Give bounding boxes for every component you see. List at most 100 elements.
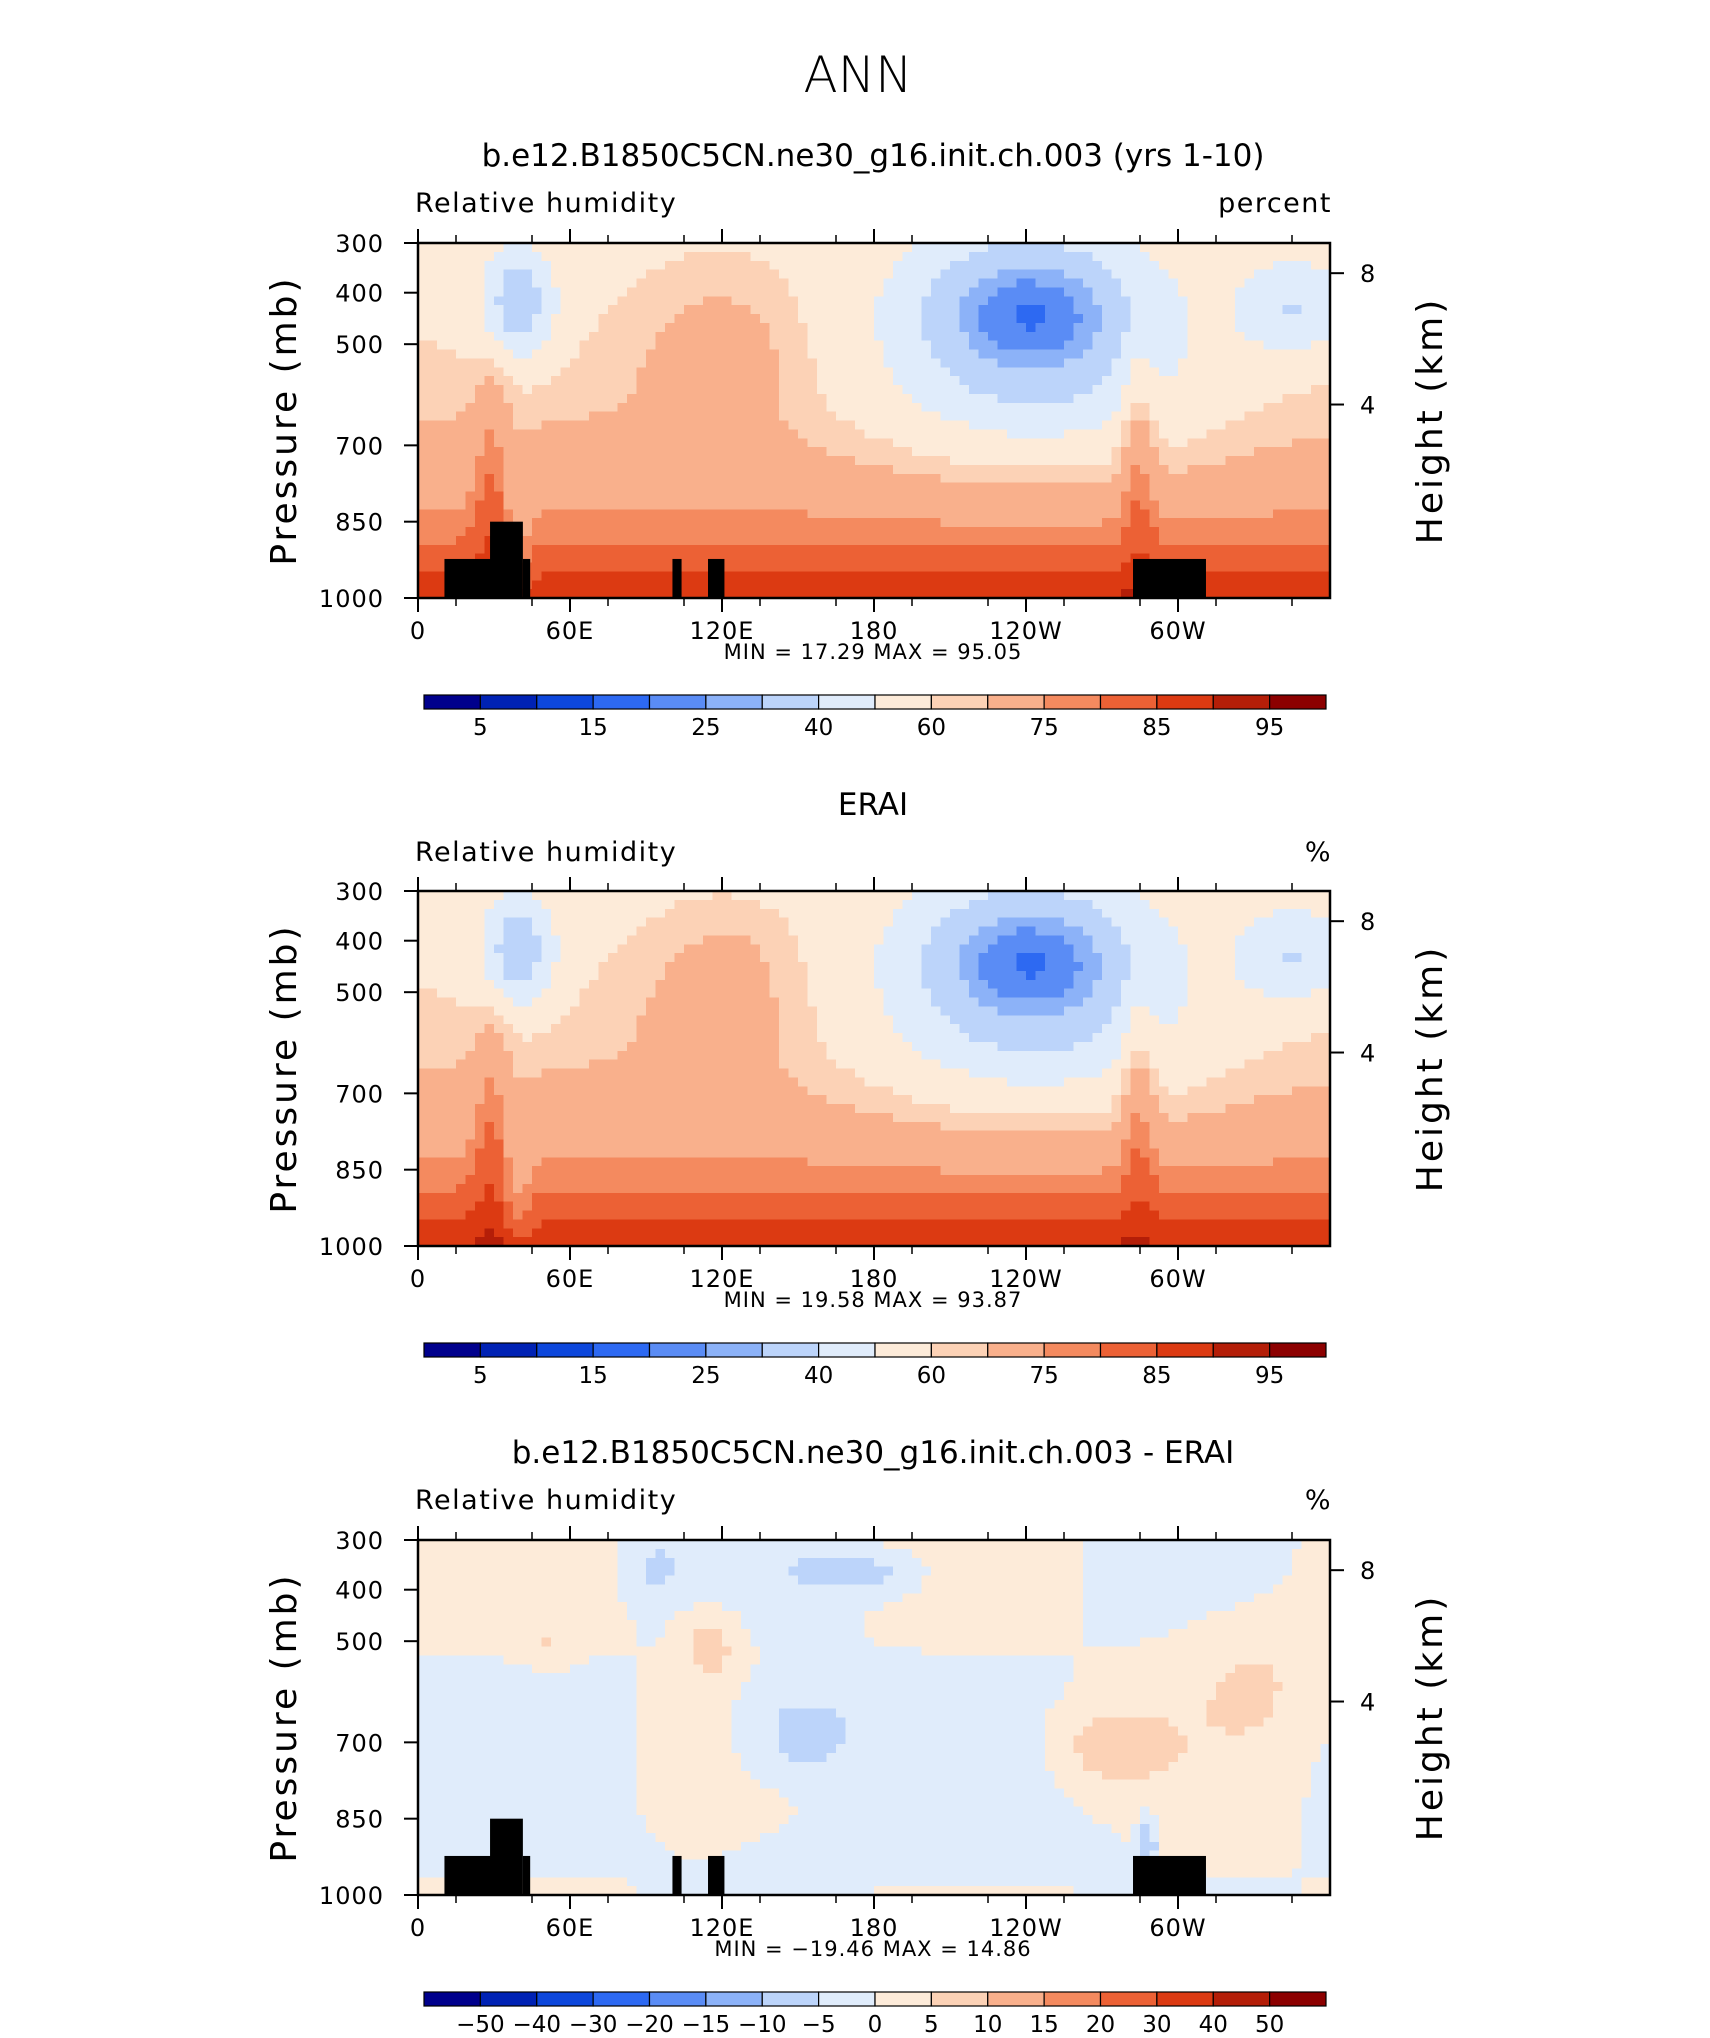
heatmap-cell bbox=[959, 402, 970, 413]
heatmap-cell bbox=[1292, 473, 1303, 484]
heatmap-cell bbox=[864, 420, 875, 430]
heatmap-cell bbox=[598, 944, 609, 954]
heatmap-cell bbox=[646, 899, 657, 910]
heatmap-cell bbox=[418, 260, 429, 271]
heatmap-cell bbox=[608, 944, 619, 954]
heatmap-cell bbox=[465, 349, 476, 359]
heatmap-cell bbox=[532, 518, 543, 528]
heatmap-cell bbox=[845, 340, 856, 351]
heatmap-cell bbox=[1035, 509, 1046, 519]
heatmap-cell bbox=[1263, 340, 1274, 351]
heatmap-cell bbox=[503, 997, 514, 1007]
heatmap-cell bbox=[1064, 420, 1075, 430]
heatmap-cell bbox=[446, 420, 457, 430]
heatmap-cell bbox=[627, 1192, 638, 1203]
heatmap-cell bbox=[513, 979, 524, 990]
heatmap-cell bbox=[693, 544, 704, 555]
heatmap-cell bbox=[418, 1148, 429, 1158]
heatmap-cell bbox=[655, 935, 666, 945]
heatmap-cell bbox=[617, 1095, 628, 1105]
heatmap-cell bbox=[617, 385, 628, 395]
heatmap-cell bbox=[598, 571, 609, 581]
heatmap-cell bbox=[1235, 385, 1246, 395]
heatmap-cell bbox=[456, 1210, 467, 1220]
heatmap-cell bbox=[902, 456, 913, 466]
colorbar: 5 15 25 40 60 75 85 95 bbox=[423, 694, 1327, 741]
heatmap-cell bbox=[741, 305, 752, 315]
heatmap-cell bbox=[1149, 243, 1160, 253]
heatmap-cell bbox=[636, 1148, 647, 1158]
heatmap-cell bbox=[522, 243, 533, 253]
heatmap-cell bbox=[608, 1219, 619, 1229]
heatmap-cell bbox=[1149, 260, 1160, 271]
heatmap-cell bbox=[1292, 331, 1303, 342]
heatmap-cell bbox=[608, 571, 619, 581]
heatmap-cell bbox=[940, 447, 951, 457]
heatmap-cell bbox=[950, 562, 961, 572]
heatmap-cell bbox=[883, 367, 894, 377]
heatmap-cell bbox=[741, 376, 752, 386]
heatmap-cell bbox=[788, 553, 799, 564]
heatmap-cell bbox=[475, 917, 486, 928]
heatmap-cell bbox=[1187, 464, 1198, 475]
heatmap-cell bbox=[627, 260, 638, 271]
heatmap-cell bbox=[731, 287, 742, 297]
heatmap-cell bbox=[522, 500, 533, 510]
heatmap-cell bbox=[712, 527, 723, 537]
heatmap-cell bbox=[1111, 402, 1122, 413]
heatmap-cell bbox=[1016, 278, 1027, 288]
heatmap-cell bbox=[1026, 464, 1037, 475]
heatmap-cell bbox=[598, 589, 609, 599]
heatmap-cell bbox=[665, 527, 676, 537]
heatmap-cell bbox=[608, 1183, 619, 1194]
heatmap-cell bbox=[655, 393, 666, 404]
heatmap-cell bbox=[570, 491, 581, 501]
heatmap-cell bbox=[418, 1041, 429, 1052]
heatmap-cell bbox=[446, 1104, 457, 1114]
heatmap-cell bbox=[541, 917, 552, 928]
heatmap-cell bbox=[693, 296, 704, 306]
heatmap-cell bbox=[883, 358, 894, 368]
heatmap-cell bbox=[1235, 376, 1246, 386]
heatmap-cell bbox=[1311, 269, 1322, 280]
heatmap-cell bbox=[1159, 553, 1170, 564]
heatmap-cell bbox=[560, 535, 571, 546]
heatmap-cell bbox=[893, 296, 904, 306]
heatmap-cell bbox=[1149, 287, 1160, 297]
heatmap-cell bbox=[1273, 411, 1284, 422]
heatmap-cell bbox=[836, 367, 847, 377]
heatmap-cell bbox=[1016, 402, 1027, 413]
heatmap-cell bbox=[703, 518, 714, 528]
heatmap-cell bbox=[437, 1201, 448, 1212]
heatmap-cell bbox=[1273, 464, 1284, 475]
heatmap-cell bbox=[1282, 571, 1293, 581]
heatmap-cell bbox=[741, 464, 752, 475]
heatmap-cell bbox=[475, 420, 486, 430]
heatmap-cell bbox=[674, 527, 685, 537]
heatmap-cell bbox=[1064, 544, 1075, 555]
heatmap-cell bbox=[883, 305, 894, 315]
heatmap-cell bbox=[741, 243, 752, 253]
heatmap-cell bbox=[636, 314, 647, 324]
heatmap-cell bbox=[1035, 340, 1046, 351]
heatmap-cell bbox=[779, 411, 790, 422]
heatmap-cell bbox=[456, 1148, 467, 1158]
heatmap-cell bbox=[541, 1041, 552, 1052]
heatmap-cell bbox=[503, 500, 514, 510]
heatmap-cell bbox=[646, 580, 657, 590]
heatmap-cell bbox=[798, 491, 809, 501]
heatmap-cell bbox=[1206, 544, 1217, 555]
heatmap-cell bbox=[579, 535, 590, 546]
heatmap-cell bbox=[570, 314, 581, 324]
heatmap-cell bbox=[874, 500, 885, 510]
heatmap-cell bbox=[627, 464, 638, 475]
heatmap-cell bbox=[1045, 500, 1056, 510]
heatmap-cell bbox=[779, 527, 790, 537]
heatmap-cell bbox=[1130, 393, 1141, 404]
heatmap-cell bbox=[560, 562, 571, 572]
heatmap-cell bbox=[427, 926, 438, 936]
heatmap-cell bbox=[655, 544, 666, 555]
heatmap-cell bbox=[617, 1041, 628, 1052]
heatmap-cell bbox=[1206, 589, 1217, 599]
